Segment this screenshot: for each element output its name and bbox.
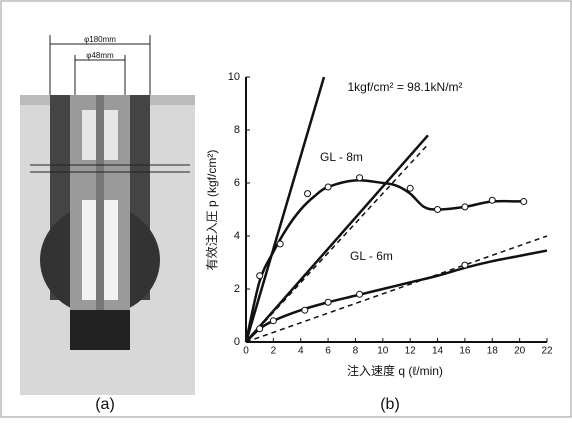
y-tick-label: 10 bbox=[228, 71, 240, 83]
reference-line bbox=[244, 76, 326, 343]
bottom bbox=[70, 310, 130, 350]
caption: (a) bbox=[95, 396, 115, 413]
reference-line bbox=[245, 134, 429, 343]
y-tick-label: 0 bbox=[234, 336, 240, 348]
data-point bbox=[256, 325, 264, 333]
data-point bbox=[461, 261, 469, 269]
data-point bbox=[324, 183, 332, 191]
data-point bbox=[269, 317, 277, 325]
x-tick-label: 14 bbox=[432, 346, 444, 357]
data-point bbox=[520, 198, 528, 206]
series-label: GL - 6m bbox=[350, 249, 393, 263]
fit-curve bbox=[244, 178, 527, 343]
x-tick-label: 10 bbox=[377, 346, 389, 357]
data-point bbox=[276, 240, 284, 248]
panel-a: φ180mm φ48mm (a) bbox=[20, 35, 195, 413]
x-tick-label: 2 bbox=[271, 346, 277, 357]
x-tick-label: 20 bbox=[514, 346, 526, 357]
data-point bbox=[406, 184, 414, 192]
caption: (b) bbox=[380, 396, 400, 413]
x-tick-label: 12 bbox=[405, 346, 417, 357]
data-point bbox=[256, 272, 264, 280]
data-point bbox=[356, 290, 364, 298]
y-tick-label: 8 bbox=[234, 124, 240, 136]
pipe bbox=[96, 95, 104, 345]
data-point bbox=[488, 196, 496, 204]
x-axis-label: 注入速度 q (ℓ/min) bbox=[347, 363, 443, 378]
x-tick-label: 16 bbox=[459, 346, 471, 357]
data-point bbox=[461, 203, 469, 211]
data-point bbox=[356, 174, 364, 182]
series-label: GL - 8m bbox=[320, 150, 363, 164]
data-point bbox=[304, 190, 312, 198]
x-tick-label: 0 bbox=[243, 346, 249, 357]
y-tick-label: 4 bbox=[234, 230, 240, 242]
reference-line bbox=[245, 235, 548, 343]
y-tick-label: 6 bbox=[234, 177, 240, 189]
x-tick-label: 6 bbox=[325, 346, 331, 357]
data-point bbox=[301, 306, 309, 314]
dim-label: φ180mm bbox=[84, 35, 116, 44]
data-point bbox=[324, 298, 332, 306]
annotation: 1kgf/cm² = 98.1kN/m² bbox=[347, 80, 462, 94]
dim-label: φ48mm bbox=[86, 51, 114, 60]
x-tick-label: 18 bbox=[487, 346, 499, 357]
data-point bbox=[434, 206, 442, 213]
x-tick-label: 22 bbox=[541, 346, 553, 357]
y-tick-label: 2 bbox=[234, 283, 240, 295]
y-axis-label: 有效注入圧 p (kgf/cm²) bbox=[204, 150, 219, 271]
x-tick-label: 4 bbox=[298, 346, 304, 357]
x-tick-label: 8 bbox=[353, 346, 359, 357]
